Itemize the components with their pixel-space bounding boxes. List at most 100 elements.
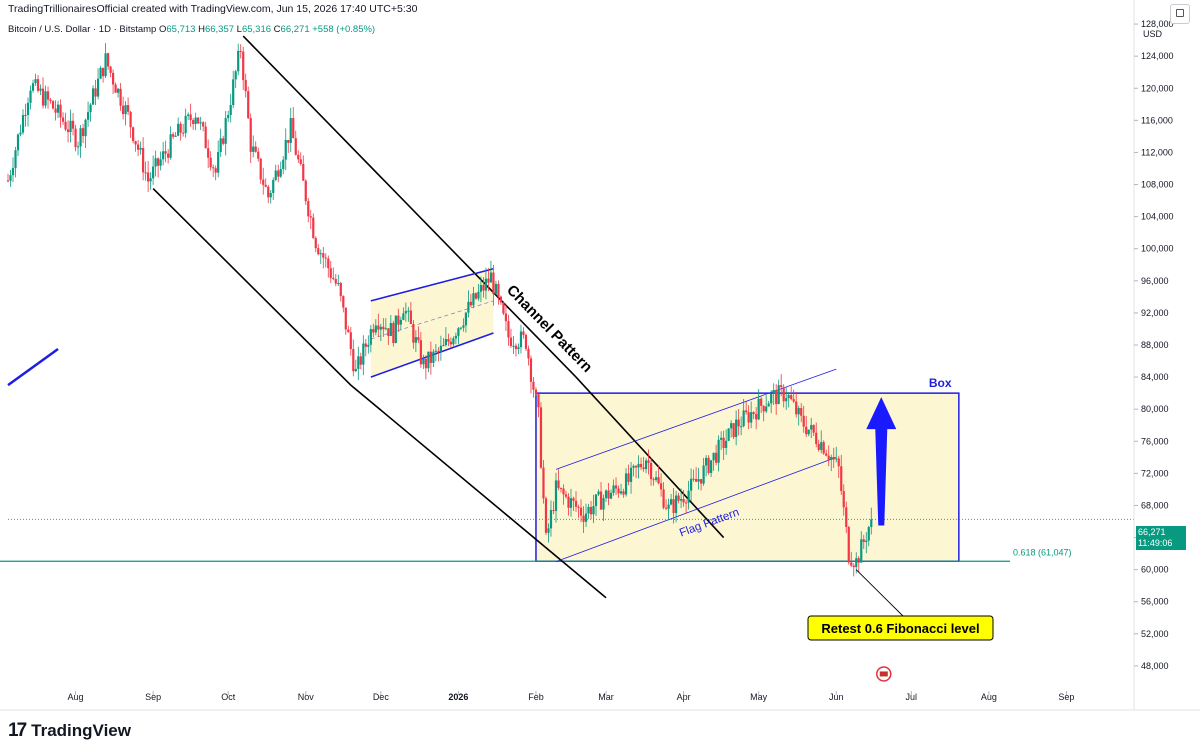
- candle-body: [79, 128, 82, 147]
- candle: [752, 411, 755, 420]
- candle-body: [244, 80, 247, 92]
- candle-body: [302, 163, 305, 181]
- channel-lower-line[interactable]: [152, 187, 607, 599]
- candle-body: [679, 498, 683, 501]
- callout-box[interactable]: [807, 615, 994, 641]
- candle: [564, 490, 568, 499]
- candle: [644, 458, 648, 474]
- candle-body: [192, 120, 195, 124]
- candle: [574, 491, 578, 512]
- candle-body: [36, 79, 40, 91]
- symbol-name[interactable]: Bitcoin / U.S. Dollar · 1D · Bitstamp: [8, 24, 157, 35]
- left-trend-segment[interactable]: [7, 347, 59, 387]
- bull-flag-upper-line[interactable]: [555, 368, 837, 470]
- candle-body: [444, 339, 447, 346]
- candle: [6, 173, 10, 183]
- range-box[interactable]: [535, 392, 960, 563]
- candle: [209, 151, 212, 171]
- candle: [607, 483, 610, 506]
- candle: [579, 499, 583, 523]
- candle-body: [31, 83, 35, 91]
- bear-flag-upper-line[interactable]: [370, 268, 494, 302]
- candle: [56, 100, 60, 118]
- candle: [497, 280, 500, 305]
- candle-body: [662, 489, 665, 508]
- candle-body: [830, 457, 833, 460]
- candle: [362, 335, 365, 376]
- candle-body: [827, 455, 830, 460]
- candle: [434, 344, 437, 362]
- candle: [577, 504, 580, 518]
- candle: [710, 460, 713, 478]
- candle-body: [812, 425, 815, 433]
- open-label: O: [159, 24, 167, 35]
- candle: [352, 339, 355, 377]
- candle-body: [765, 406, 768, 412]
- candle: [634, 465, 638, 479]
- candle-body: [549, 509, 553, 529]
- fullscreen-icon[interactable]: [1170, 4, 1190, 24]
- candle: [292, 107, 295, 139]
- channel-upper-line[interactable]: [242, 35, 725, 539]
- candle: [334, 273, 337, 287]
- candle-body: [867, 527, 870, 541]
- candle-body: [382, 326, 385, 330]
- candle: [687, 480, 690, 510]
- candle: [664, 499, 668, 511]
- bear-flag-fill: [370, 268, 494, 378]
- candle: [262, 167, 265, 195]
- candle: [369, 324, 372, 353]
- up-arrow[interactable]: [866, 397, 897, 526]
- candle: [740, 416, 743, 436]
- candle-body: [712, 452, 715, 461]
- candle-body: [59, 104, 62, 118]
- candle-body: [652, 479, 655, 481]
- candle-body: [249, 118, 252, 152]
- candle-body: [76, 146, 80, 148]
- currency-label[interactable]: USD: [1143, 29, 1163, 39]
- candle: [322, 247, 325, 269]
- candle-body: [852, 565, 855, 568]
- candle-body: [189, 114, 192, 121]
- candle: [54, 100, 57, 121]
- candle-body: [499, 296, 503, 303]
- candle: [537, 393, 540, 418]
- bear-flag-lower-line[interactable]: [370, 332, 494, 378]
- candle: [202, 121, 205, 132]
- candle: [717, 435, 720, 472]
- tradingview-footer[interactable]: 17 TradingView: [8, 720, 131, 742]
- candle: [294, 130, 297, 156]
- candle: [179, 121, 182, 141]
- candle: [339, 281, 342, 302]
- candle: [31, 79, 35, 93]
- price-tick-label: 68,000: [1141, 500, 1169, 510]
- price-tick-label: 80,000: [1141, 404, 1169, 414]
- candle: [51, 100, 55, 110]
- candle-body: [649, 462, 653, 480]
- candle: [669, 493, 673, 506]
- candle: [504, 303, 508, 331]
- candle: [127, 97, 130, 116]
- candle: [672, 488, 675, 524]
- candle-body: [845, 507, 848, 528]
- candle: [742, 398, 745, 428]
- candle-body: [56, 104, 60, 113]
- candle: [217, 140, 220, 178]
- candle: [152, 155, 155, 185]
- candle-body: [554, 480, 558, 511]
- candle: [649, 457, 653, 486]
- candle: [379, 323, 382, 341]
- candle-body: [267, 186, 270, 198]
- candle-body: [412, 323, 415, 343]
- candle: [519, 324, 523, 354]
- candle: [750, 401, 753, 429]
- candle-body: [214, 168, 217, 173]
- candle-body: [6, 180, 10, 182]
- candle-body: [422, 358, 425, 365]
- candle-body: [547, 528, 550, 533]
- bull-flag-lower-line[interactable]: [555, 456, 837, 563]
- candle: [472, 286, 475, 309]
- candle: [26, 97, 30, 127]
- candle-body: [349, 332, 352, 350]
